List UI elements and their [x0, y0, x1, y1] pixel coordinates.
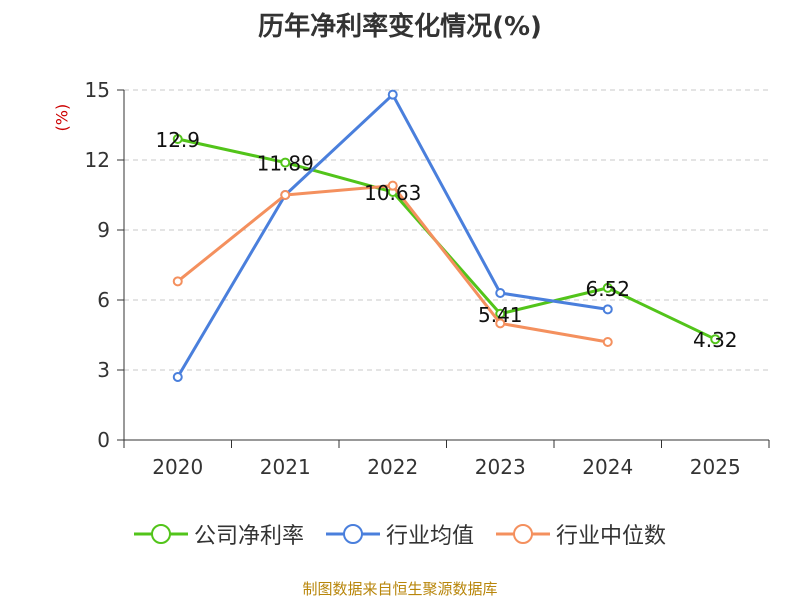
chart-title: 历年净利率变化情况(%)	[258, 12, 542, 42]
x-tick-label: 2024	[582, 455, 633, 479]
data-label: 10.63	[364, 181, 421, 205]
data-label: 4.32	[693, 328, 738, 352]
data-point	[387, 89, 398, 100]
legend-item[interactable]: 行业中位数	[496, 518, 666, 550]
y-tick-label: 3	[97, 358, 110, 382]
series-line-2	[176, 184, 609, 344]
source-note: 制图数据来自恒生聚源数据库	[302, 580, 498, 598]
data-point	[280, 157, 291, 168]
data-point	[495, 308, 506, 319]
data-point	[172, 276, 183, 287]
data-labels: 12.9 11.89 10.63 5.41 6.52 4.32	[155, 128, 737, 352]
data-point	[387, 180, 398, 191]
data-point	[172, 372, 183, 382]
legend-marker-icon	[496, 524, 550, 544]
data-label: 6.52	[585, 277, 630, 301]
legend-item[interactable]: 公司净利率	[133, 518, 304, 550]
y-tick-label: 12	[85, 148, 110, 172]
x-tick-label: 2020	[152, 455, 203, 479]
data-point	[710, 334, 721, 345]
data-point	[495, 288, 506, 298]
y-tick-label: 0	[97, 428, 110, 452]
data-point	[495, 318, 506, 329]
data-label: 11.89	[257, 152, 314, 176]
grid-lines	[124, 89, 769, 371]
data-label: 5.41	[478, 303, 523, 327]
series-lines	[172, 89, 721, 382]
axes: 0 3 6 9 12 15 2020 2021 2022 2023 2024 2025	[85, 78, 770, 479]
series-line-1	[176, 93, 608, 378]
y-tick-label: 6	[97, 288, 110, 312]
legend-label: 公司净利率	[193, 524, 304, 549]
x-tick-label: 2021	[260, 455, 311, 479]
x-tick-label: 2025	[690, 455, 741, 479]
x-tick-label: 2022	[367, 455, 418, 479]
data-point	[280, 190, 291, 200]
data-point	[602, 304, 613, 315]
legend-label: 行业中位数	[556, 524, 667, 549]
legend-item[interactable]: 行业均值	[325, 518, 474, 550]
y-tick-label: 9	[97, 218, 110, 242]
x-tick-label: 2023	[475, 455, 526, 479]
legend: 公司净利率 行业均值 行业中位数	[0, 518, 800, 550]
data-point	[172, 134, 183, 144]
legend-marker-icon	[133, 524, 188, 544]
legend-label: 行业均值	[385, 524, 474, 549]
data-point	[602, 337, 613, 347]
legend-marker-icon	[325, 524, 380, 544]
y-tick-label: 15	[85, 78, 110, 102]
data-label: 12.9	[155, 128, 200, 152]
data-point	[602, 282, 613, 293]
